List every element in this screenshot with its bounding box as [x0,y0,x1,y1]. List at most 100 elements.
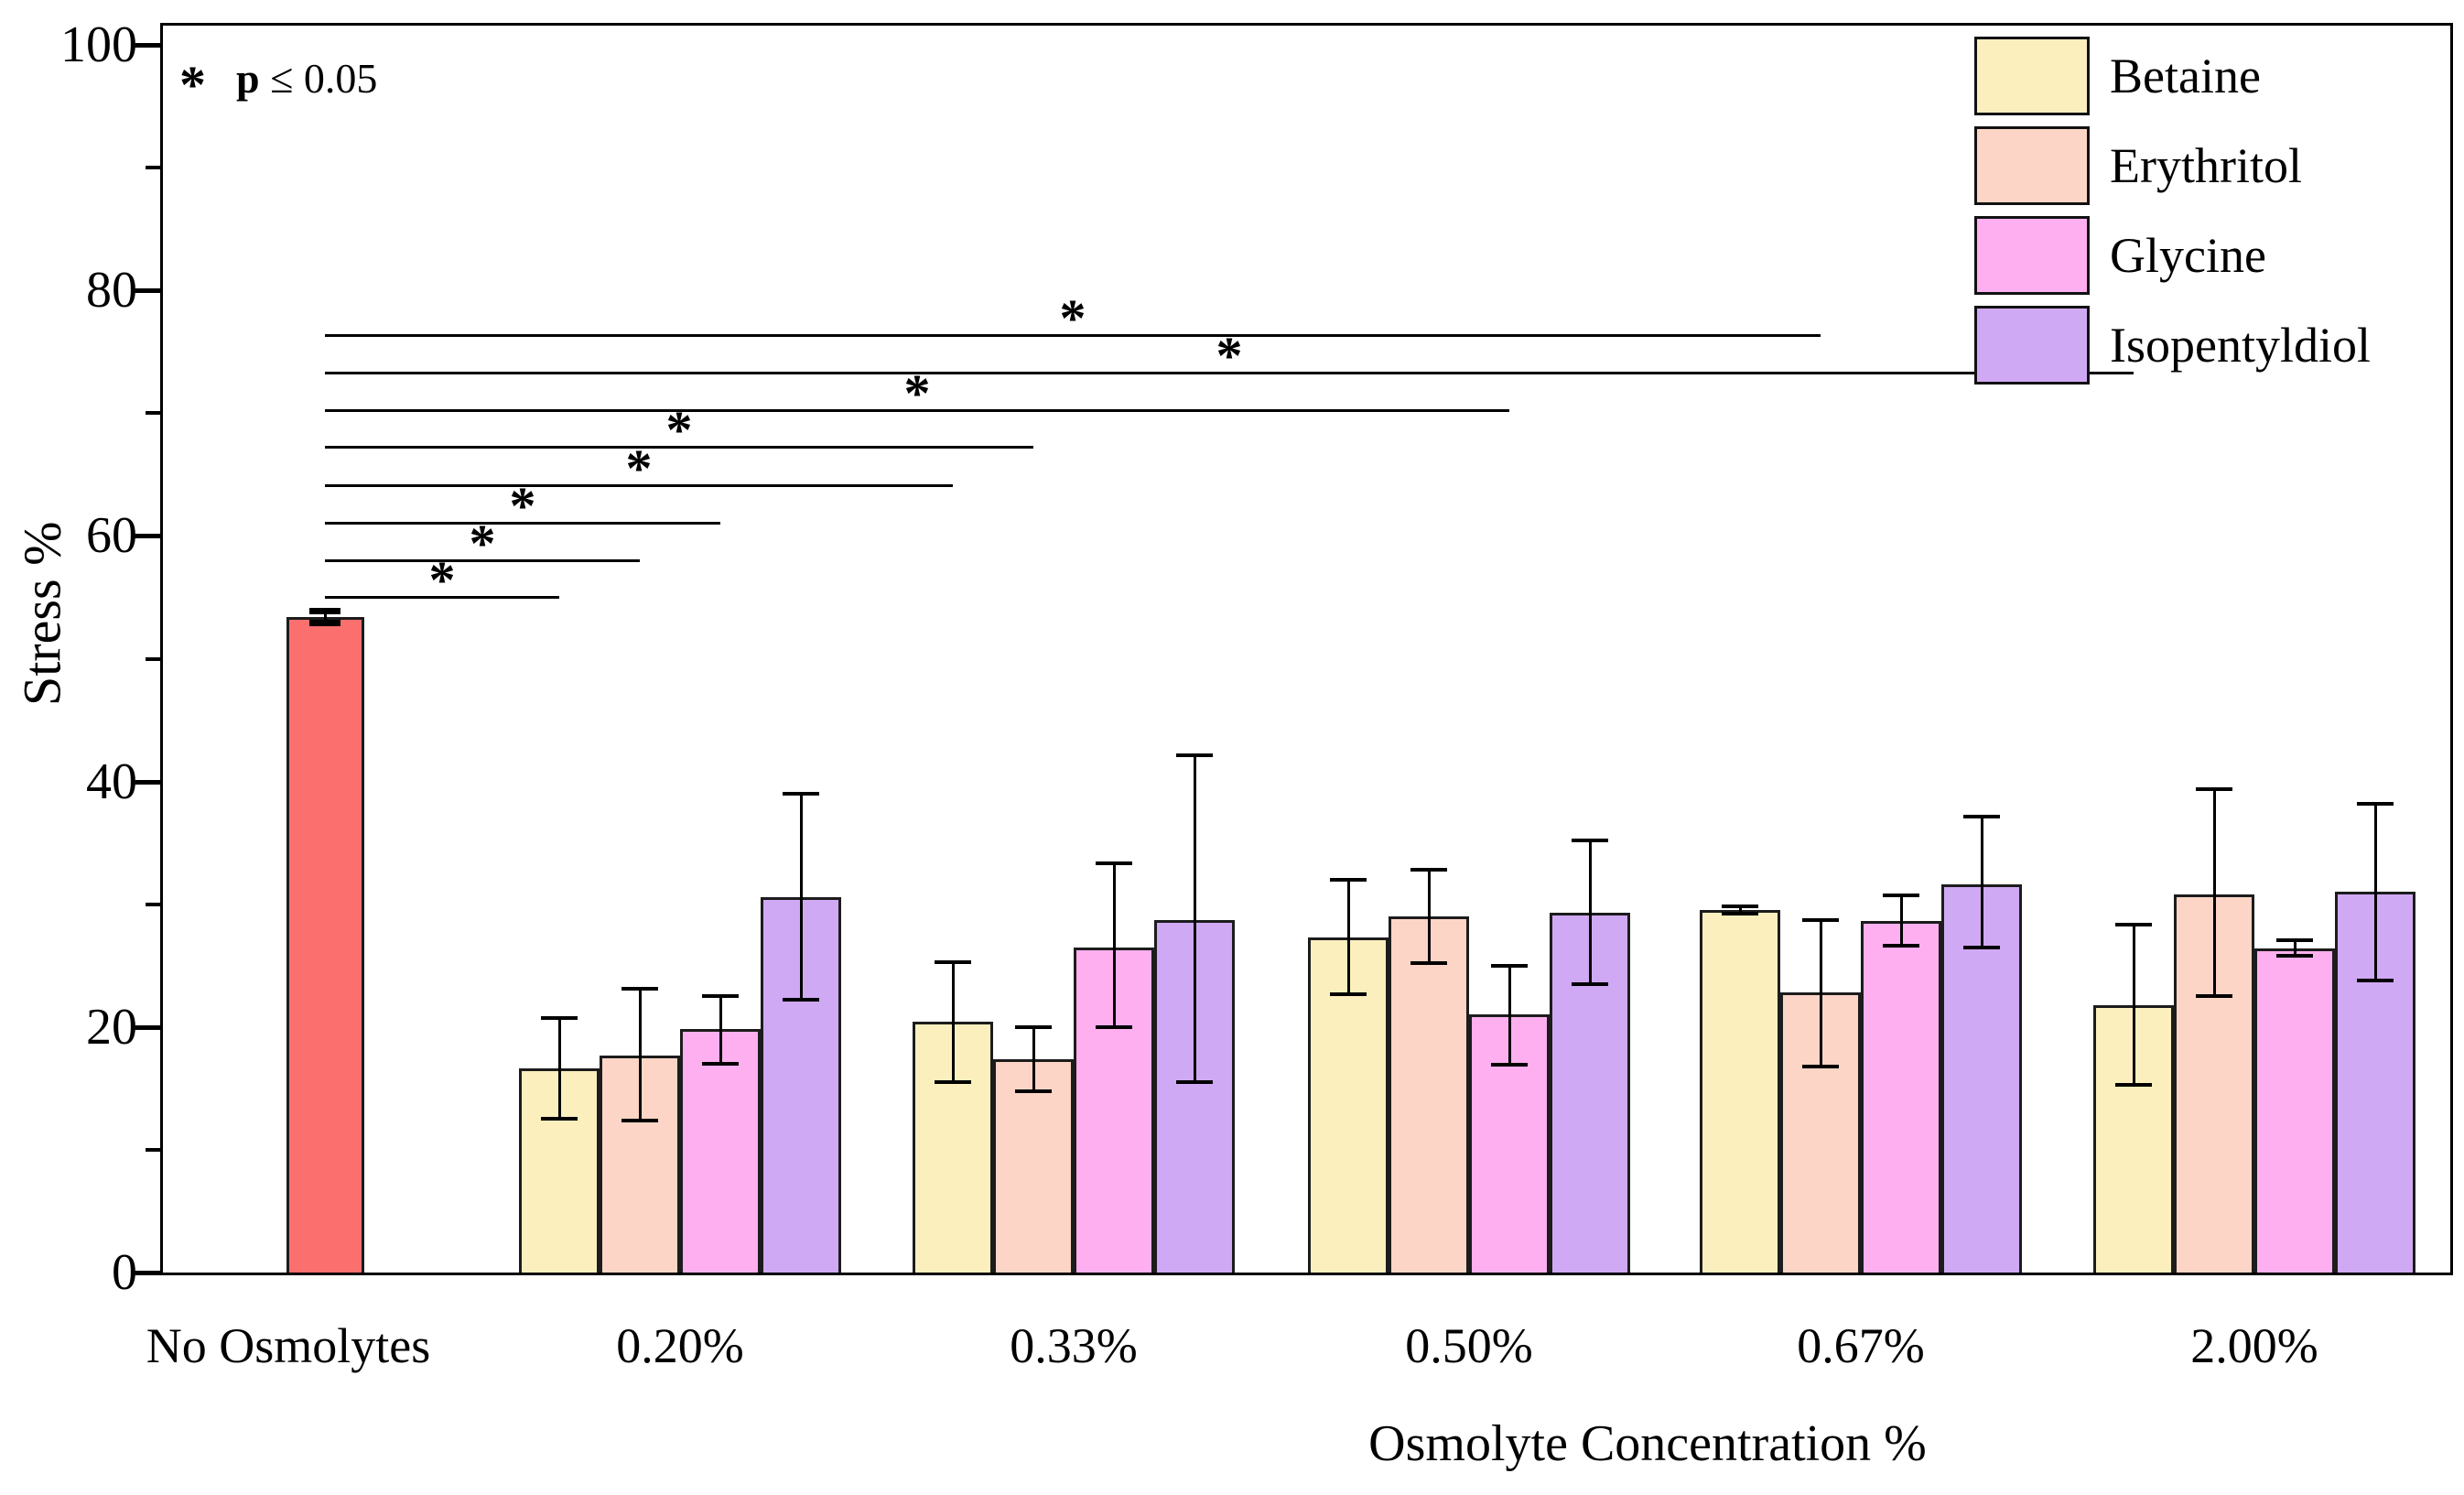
error-bar-no-osmolytes [323,611,327,623]
error-bar-erythritol-0.20% [638,989,642,1121]
y-axis-tick-label-100: 100 [60,16,137,73]
y-axis-major-tick-20 [135,1024,160,1030]
error-bar-cap-bottom-erythritol-0.67% [1802,1064,1839,1068]
significance-line-0.20%-glycine [325,522,720,525]
error-bar-cap-bottom-betaine-0.67% [1722,912,1758,916]
error-bar-cap-bottom-erythritol-0.20% [621,1118,658,1122]
x-axis-category-label-0.67-: 0.67% [1797,1318,1925,1373]
error-bar-cap-bottom-betaine-0.50% [1330,991,1367,996]
error-bar-cap-top-isopentyldiol-2.00% [2357,801,2394,806]
legend-label-isopentyldiol: Isopentyldiol [2110,318,2371,373]
significance-asterisk-0.33%-betaine: * [625,438,653,498]
error-bar-erythritol-2.00% [2212,788,2216,997]
bar-glycine-2.00% [2254,948,2335,1273]
error-bar-cap-top-betaine-0.20% [541,1016,578,1021]
significance-note-text: p ≤ 0.05 [236,53,377,104]
error-bar-cap-top-erythritol-2.00% [2196,786,2232,791]
significance-asterisk-0.67%-erythritol: * [1059,288,1086,349]
error-bar-cap-top-isopentyldiol-0.20% [783,792,819,796]
y-axis-major-tick-80 [135,288,160,294]
x-axis-category-label-0.50-: 0.50% [1405,1318,1533,1373]
error-bar-cap-top-isopentyldiol-0.33% [1176,753,1213,758]
bar-erythritol-0.50% [1389,916,1469,1273]
error-bar-cap-bottom-isopentyldiol-2.00% [2357,978,2394,982]
error-bar-cap-top-betaine-0.50% [1330,877,1367,882]
significance-asterisk-0.33%-erythritol: * [665,400,693,460]
error-bar-cap-bottom-glycine-0.50% [1491,1063,1528,1067]
legend-label-glycine: Glycine [2110,228,2266,283]
significance-line-0.50%-glycine [325,409,1509,413]
error-bar-cap-bottom-erythritol-0.50% [1410,961,1447,966]
bar-no-osmolytes [286,616,364,1273]
error-bar-betaine-0.67% [1738,906,1742,915]
error-bar-cap-top-no-osmolytes [309,607,340,614]
x-axis-category-label-0.33-: 0.33% [1010,1318,1138,1373]
error-bar-cap-top-glycine-0.20% [702,994,739,999]
error-bar-cap-top-betaine-2.00% [2115,923,2152,927]
y-axis-minor-tick-70 [146,411,160,416]
x-axis-category-label-2.00-: 2.00% [2190,1318,2318,1373]
significance-asterisk-0.50%-glycine: * [903,363,931,424]
error-bar-cap-top-glycine-0.50% [1491,963,1528,968]
y-axis-minor-tick-90 [146,166,160,170]
error-bar-betaine-0.50% [1346,879,1350,994]
error-bar-cap-bottom-isopentyldiol-0.50% [1572,981,1608,986]
y-axis-minor-tick-30 [146,902,160,906]
significance-line-0.67%-erythritol [325,334,1821,338]
error-bar-cap-top-betaine-0.67% [1722,905,1758,909]
error-bar-cap-top-erythritol-0.33% [1015,1024,1052,1029]
error-bar-cap-top-isopentyldiol-0.67% [1963,815,2000,819]
error-bar-cap-bottom-isopentyldiol-0.67% [1963,945,2000,949]
error-bar-betaine-0.33% [951,961,955,1083]
significance-note-threshold: ≤ 0.05 [259,55,378,102]
error-bar-cap-bottom-betaine-0.33% [935,1080,971,1085]
error-bar-cap-bottom-betaine-0.20% [541,1117,578,1121]
significance-note: * p ≤ 0.05 [179,48,546,112]
legend-label-erythritol: Erythritol [2110,138,2302,193]
y-axis-title: Stress % [12,521,72,706]
error-bar-cap-bottom-glycine-0.33% [1096,1024,1132,1029]
legend-label-betaine: Betaine [2110,49,2261,103]
y-axis-tick-label-80: 80 [86,262,137,320]
legend-swatch-isopentyldiol [1974,306,2090,385]
error-bar-betaine-0.20% [557,1018,561,1120]
error-bar-glycine-2.00% [2293,939,2296,956]
x-axis-title: Osmolyte Concentration % [1368,1415,1927,1472]
error-bar-cap-bottom-isopentyldiol-0.20% [783,998,819,1002]
error-bar-isopentyldiol-0.67% [1980,817,1983,948]
chart-plot-area: * * * * * * * * [135,23,2453,1275]
significance-line-2.00%-betaine [325,371,2134,374]
error-bar-glycine-0.33% [1112,863,1116,1027]
significance-note-p: p [236,55,260,102]
error-bar-glycine-0.50% [1508,965,1511,1066]
x-axis-category-label-no-osmolytes: No Osmolytes [146,1318,431,1373]
error-bar-cap-top-isopentyldiol-0.50% [1572,838,1608,842]
error-bar-glycine-0.67% [1899,895,1903,947]
significance-line-0.20%-betaine [325,595,559,599]
error-bar-cap-bottom-glycine-0.20% [702,1062,739,1067]
error-bar-cap-bottom-erythritol-0.33% [1015,1089,1052,1093]
legend-swatch-betaine [1974,37,2090,115]
error-bar-cap-top-glycine-0.33% [1096,861,1132,866]
bar-erythritol-0.33% [993,1058,1074,1273]
y-axis-tick-label-20: 20 [86,998,137,1056]
error-bar-cap-top-erythritol-0.67% [1802,918,1839,923]
bar-erythritol-2.00% [2174,894,2254,1273]
error-bar-cap-top-erythritol-0.50% [1410,868,1447,872]
error-bar-betaine-2.00% [2132,925,2135,1085]
x-axis-category-label-0.20-: 0.20% [616,1318,744,1373]
significance-note-asterisk: * [179,55,206,114]
y-axis-major-tick-0 [135,1271,160,1275]
legend-swatch-erythritol [1974,126,2090,205]
error-bar-cap-top-erythritol-0.20% [621,987,658,991]
significance-line-0.20%-erythritol [325,558,640,562]
y-axis-tick-label-0: 0 [112,1244,137,1301]
error-bar-cap-top-glycine-2.00% [2276,937,2313,942]
bar-glycine-0.67% [1861,921,1941,1273]
bar-betaine-0.67% [1700,910,1780,1273]
error-bar-cap-bottom-erythritol-2.00% [2196,994,2232,999]
error-bar-isopentyldiol-0.20% [799,794,803,1001]
error-bar-cap-bottom-isopentyldiol-0.33% [1176,1080,1213,1085]
y-axis-major-tick-100 [135,43,160,48]
y-axis-major-tick-60 [135,534,160,539]
